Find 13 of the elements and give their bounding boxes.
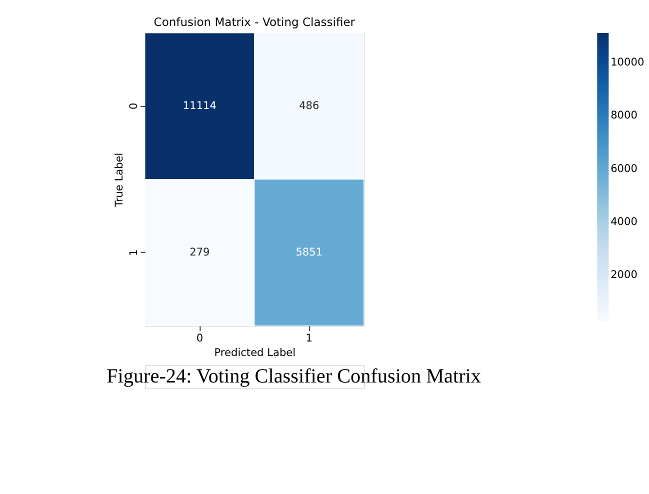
color-bar-label: 4000 (610, 216, 638, 228)
data-label: 11114 (182, 100, 217, 112)
color-bar-label: 2000 (610, 269, 638, 282)
x-axis-title: Predicted Label (214, 347, 296, 360)
color-bar-label: 8000 (610, 110, 638, 122)
chart-title: Confusion Matrix - Voting Classifier (154, 15, 356, 30)
color-bar-label: 10000 (610, 56, 644, 68)
color-bar-label: 6000 (610, 162, 638, 175)
y-axis-title: True Label (113, 152, 126, 208)
data-label: 279 (190, 246, 210, 258)
data-label: 486 (299, 100, 320, 112)
data-label: 5851 (296, 246, 323, 258)
text: Figure-24: Voting Classifier Confusion Matrix (106, 365, 481, 388)
